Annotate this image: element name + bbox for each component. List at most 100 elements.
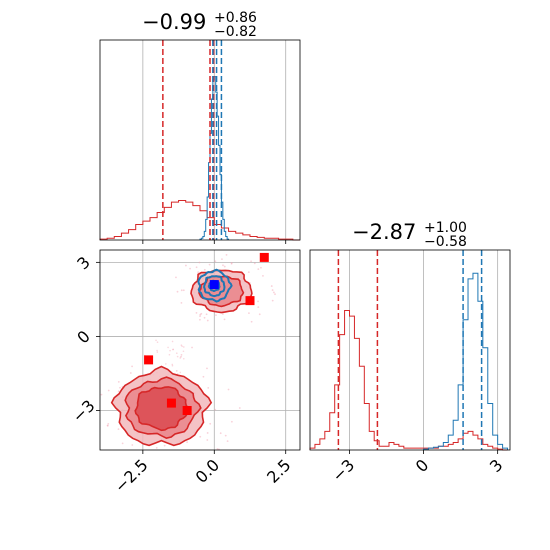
marginal-y-quantile-lines [337,250,483,450]
scatter-point [100,393,103,396]
scatter-point [98,430,100,432]
scatter-point [199,435,202,438]
scatter-point [180,289,183,292]
scatter-point [185,264,187,267]
histogram-red [309,310,508,451]
scatter-point [223,265,226,268]
red-marker [259,252,269,262]
scatter-point [189,469,191,471]
marginal-y-title-value: −2.87 [352,220,416,244]
scatter-point [225,253,228,256]
scatter-point [272,291,275,294]
scatter-point [167,346,169,349]
scatter-point [219,432,222,435]
scatter-point [221,258,223,261]
scatter-point [155,339,157,342]
red-marker [144,355,154,365]
scatter-point [171,340,174,343]
scatter-point [163,444,166,447]
scatter-point [215,314,217,317]
scatter-point [222,264,224,267]
scatter-point [182,289,185,292]
scatter-point [180,302,183,304]
scatter-point [182,350,185,353]
scatter-point [175,370,178,372]
scatter-point [175,276,177,279]
scatter-point [176,290,179,293]
scatter-point [173,463,175,465]
scatter-point [208,263,211,266]
scatter-point [182,466,184,468]
scatter-point [195,266,198,269]
scatter-point [179,371,182,374]
marginal-x-title-plus: +0.86 [214,10,257,26]
scatter-point [214,408,217,411]
scatter-point [230,261,233,264]
scatter-point [117,390,120,393]
scatter-point [198,261,201,264]
marginal-y-title: −2.87 [352,220,416,244]
marginal-y-ticks: −3 0 3 [328,450,506,486]
scatter-point [206,367,208,370]
marginal-x-quantile-lines [162,40,223,240]
scatter-point [171,364,174,367]
scatter-point [131,444,134,446]
blue-contour [197,268,233,303]
scatter-point [238,407,241,409]
scatter-point [168,353,171,356]
scatter-point [156,341,159,344]
scatter-point [222,313,224,315]
marginal-x-histograms [99,76,300,241]
scatter-point [172,348,174,351]
marginal-y-histograms [309,272,509,451]
scatter-point [180,355,182,358]
joint-panel: −2.5 0.0 2.5 3 0 −3 [69,249,301,497]
scatter-point [107,422,110,425]
scatter-point [206,432,209,434]
scatter-point [171,363,174,366]
scatter-point [98,447,100,449]
scatter-point [131,365,133,368]
scatter-point [182,346,185,348]
scatter-point [247,271,250,273]
scatter-point [180,353,183,356]
scatter-point [199,315,201,318]
scatter-point [195,311,198,314]
scatter-point [224,434,227,437]
scatter-point [258,313,261,316]
joint-frame [99,249,301,451]
scatter-point [156,351,159,353]
x-tick-label: 3 [486,455,507,476]
scatter-point [202,375,205,378]
scatter-point [109,455,111,457]
marginal-x-title: −0.99 [142,10,206,34]
scatter-point [250,320,253,323]
scatter-point [175,352,178,355]
scatter-point [186,441,189,444]
marginal-y-frame [309,249,511,451]
marginal-x-ticks [142,240,287,244]
marginal-x-title-minus: −0.82 [214,24,257,40]
scatter-point [223,318,226,321]
joint-ticks: −2.5 0.0 2.5 3 0 −3 [69,253,295,497]
scatter-point [129,372,132,374]
scatter-point [207,386,210,389]
scatter-point [271,299,274,302]
scatter-point [195,464,197,466]
scatter-point [203,316,206,319]
scatter-point [157,453,159,455]
scatter-point [169,349,171,352]
x-tick-label: −2.5 [111,455,152,496]
marginal-x-frame [99,39,301,241]
scatter-point [262,274,264,277]
scatter-point [230,420,233,423]
scatter-point [270,285,273,287]
scatter-point [227,388,230,391]
scatter-point [180,344,183,347]
scatter-point [106,424,109,427]
y-tick-label: 3 [73,253,94,274]
scatter-point [179,357,182,359]
blue-contour [203,275,226,298]
scatter-point [206,319,209,322]
